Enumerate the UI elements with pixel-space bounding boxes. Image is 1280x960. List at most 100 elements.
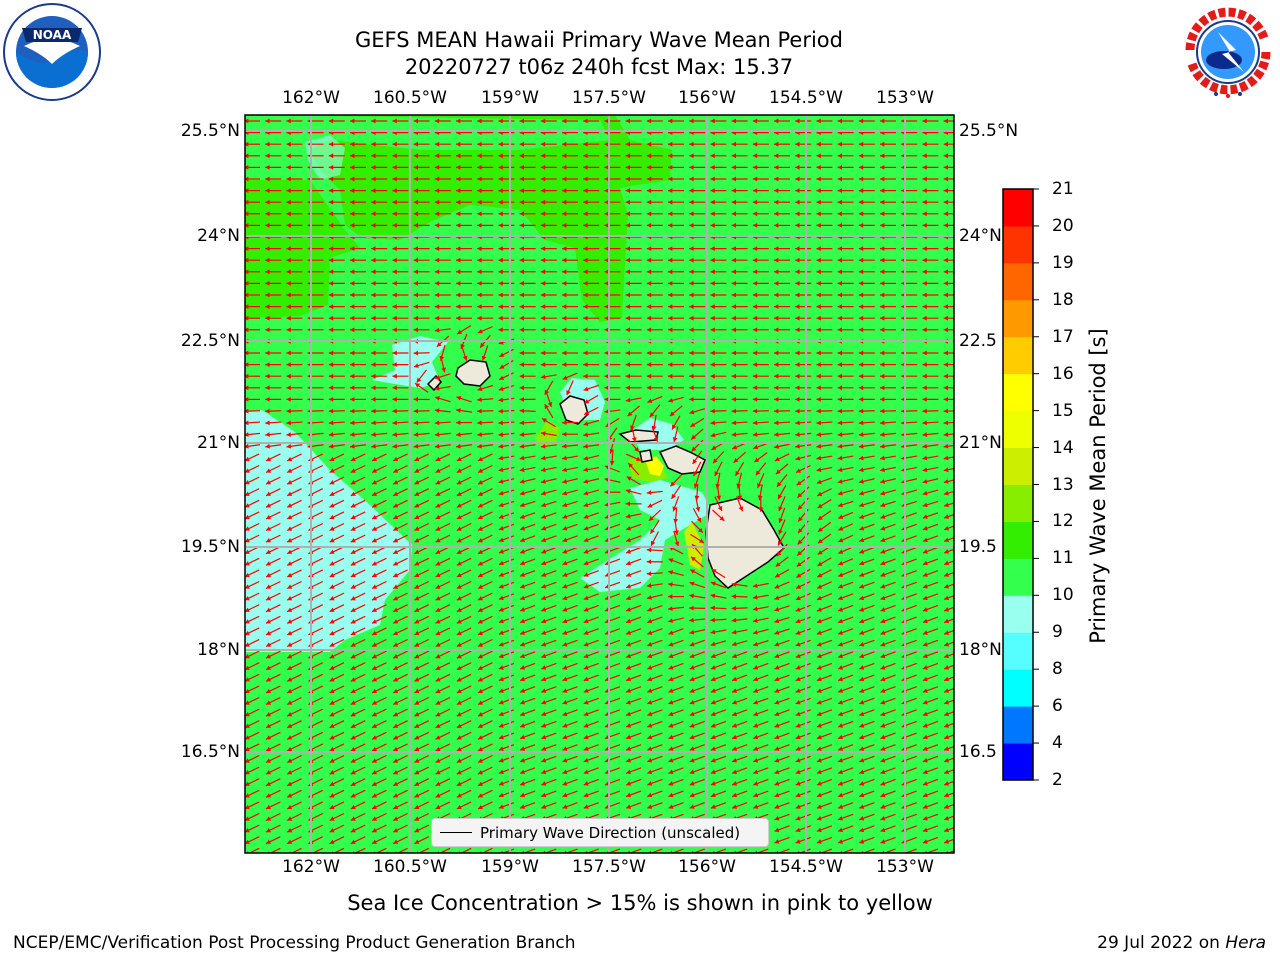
wave-direction-arrow xyxy=(265,650,281,659)
wave-direction-arrow xyxy=(816,246,833,251)
wave-direction-arrow xyxy=(689,755,705,763)
wave-direction-arrow xyxy=(731,350,748,356)
wave-direction-arrow xyxy=(519,141,536,147)
wave-direction-arrow xyxy=(943,513,954,519)
wave-direction-arrow xyxy=(245,488,260,497)
wave-direction-arrow xyxy=(519,523,536,531)
wave-direction-arrow xyxy=(519,581,536,589)
lat-tick-right: 16.5 xyxy=(959,742,997,762)
wave-direction-arrow xyxy=(922,489,939,496)
wave-direction-arrow xyxy=(562,546,578,554)
wave-direction-arrow xyxy=(583,327,600,333)
wave-direction-arrow xyxy=(795,397,812,402)
wave-direction-arrow xyxy=(519,570,536,577)
wave-direction-arrow xyxy=(392,453,408,462)
lon-tick-top: 160.5°W xyxy=(373,88,447,108)
wave-direction-arrow xyxy=(498,802,515,809)
wave-direction-arrow xyxy=(625,744,642,751)
wave-direction-arrow xyxy=(859,709,875,717)
wave-direction-arrow xyxy=(371,420,388,426)
wave-direction-arrow xyxy=(752,141,769,147)
wave-direction-arrow xyxy=(880,558,896,566)
wave-direction-arrow xyxy=(434,315,451,321)
wave-direction-arrow xyxy=(775,463,789,475)
wave-direction-arrow xyxy=(477,569,493,578)
wave-direction-arrow xyxy=(328,246,345,251)
wave-direction-arrow xyxy=(816,118,833,124)
wave-direction-arrow xyxy=(413,188,430,193)
wave-direction-arrow xyxy=(816,488,832,497)
legend-label: Primary Wave Direction (unscaled) xyxy=(480,823,741,842)
wave-direction-arrow xyxy=(795,767,811,775)
wave-direction-arrow xyxy=(440,356,446,373)
lat-tick-right: 22.5 xyxy=(959,331,997,351)
wave-direction-arrow xyxy=(245,199,260,205)
wave-direction-arrow xyxy=(752,640,769,647)
wave-direction-arrow xyxy=(837,790,854,798)
wave-direction-arrow xyxy=(647,802,663,809)
wave-direction-arrow xyxy=(880,697,896,705)
wave-direction-arrow xyxy=(752,165,769,170)
wave-direction-arrow xyxy=(265,522,281,532)
wave-direction-arrow xyxy=(245,836,260,845)
wave-direction-arrow xyxy=(943,327,954,333)
wave-direction-arrow xyxy=(716,484,722,501)
wave-direction-arrow xyxy=(710,373,727,379)
wave-direction-arrow xyxy=(646,490,663,495)
wave-direction-arrow xyxy=(350,165,366,170)
wave-direction-arrow xyxy=(922,281,939,286)
wave-direction-arrow xyxy=(627,462,640,476)
wave-direction-arrow xyxy=(731,153,748,159)
wave-direction-arrow xyxy=(710,778,727,786)
wave-direction-arrow xyxy=(668,767,684,775)
wave-direction-arrow xyxy=(265,223,282,228)
wave-direction-arrow xyxy=(710,767,727,775)
wave-direction-arrow xyxy=(350,397,366,402)
wave-direction-arrow xyxy=(604,176,621,182)
wave-direction-arrow xyxy=(922,466,939,473)
wave-direction-arrow xyxy=(562,790,578,798)
wave-direction-arrow xyxy=(647,639,663,647)
wave-direction-arrow xyxy=(625,257,642,263)
wave-direction-arrow xyxy=(753,732,769,740)
wave-direction-arrow xyxy=(329,569,345,578)
wave-direction-arrow xyxy=(371,812,387,822)
wave-direction-arrow xyxy=(540,489,557,496)
wave-direction-arrow xyxy=(752,153,769,159)
wave-direction-arrow xyxy=(477,397,494,403)
wave-direction-arrow xyxy=(498,211,515,217)
wave-direction-arrow xyxy=(371,789,387,798)
wave-direction-arrow xyxy=(858,269,875,275)
wave-direction-arrow xyxy=(392,464,408,474)
wave-direction-arrow xyxy=(880,755,896,763)
wave-direction-arrow xyxy=(774,246,790,251)
wave-direction-arrow xyxy=(519,732,536,740)
wave-direction-arrow xyxy=(350,662,366,671)
wave-direction-arrow xyxy=(583,489,600,496)
wave-direction-arrow xyxy=(774,720,790,728)
wave-direction-arrow xyxy=(265,443,282,449)
wave-direction-arrow xyxy=(858,432,875,437)
wave-direction-arrow xyxy=(859,836,875,844)
wave-direction-arrow xyxy=(668,118,684,124)
wave-direction-arrow xyxy=(519,686,536,693)
wave-direction-arrow xyxy=(880,350,896,356)
wave-direction-arrow xyxy=(774,744,790,751)
wave-direction-arrow xyxy=(519,767,536,775)
wave-direction-arrow xyxy=(498,455,515,461)
wave-direction-arrow xyxy=(435,801,451,810)
wave-direction-arrow xyxy=(604,489,621,495)
lat-tick-left: 25.5°N xyxy=(180,121,240,141)
wave-direction-arrow xyxy=(350,731,366,740)
wave-direction-arrow xyxy=(350,696,366,706)
wave-direction-arrow xyxy=(816,432,833,437)
wave-direction-arrow xyxy=(753,662,769,670)
wave-direction-arrow xyxy=(540,246,557,251)
wave-direction-arrow xyxy=(265,836,281,845)
wave-direction-arrow xyxy=(858,292,875,298)
wave-direction-arrow xyxy=(752,327,769,333)
wave-direction-arrow xyxy=(519,118,536,124)
wave-direction-arrow xyxy=(943,664,954,670)
wave-direction-arrow xyxy=(498,165,515,170)
wave-direction-arrow xyxy=(943,188,954,193)
